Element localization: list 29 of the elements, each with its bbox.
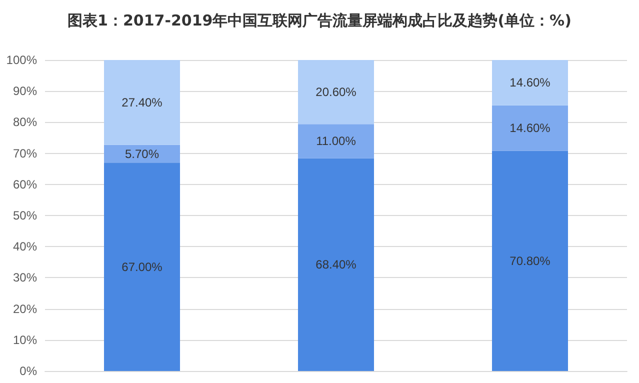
bar [298,158,374,371]
bar [298,60,374,124]
bar [104,60,180,145]
data-label: 14.60% [510,121,551,136]
y-tick-label: 10% [12,332,38,347]
y-tick-label: 0% [20,364,38,378]
bar [492,150,568,371]
y-tick-label: 20% [12,302,38,316]
data-label: 20.60% [316,85,357,100]
y-tick-label: 60% [12,177,38,192]
data-label: 11.00% [316,134,356,148]
bar [104,162,180,371]
y-tick-label: 30% [12,270,38,285]
y-tick-label: 40% [12,240,38,254]
bar [492,60,568,106]
y-tick-label: 80% [12,115,38,130]
y-tick-label: 50% [12,208,38,222]
y-tick-label: 70% [12,146,38,160]
bar [298,124,374,158]
y-tick-label: 100% [6,53,38,67]
data-label: 70.80% [510,254,551,268]
y-tick-label: 90% [12,84,38,98]
data-label: 68.40% [316,258,357,272]
data-label: 67.00% [122,260,163,274]
data-label: 27.40% [122,95,163,110]
data-label: 14.60% [510,76,551,90]
chart-title: 图表1：2017-2019年中国互联网广告流量屏端构成占比及趋势(单位：%) [68,12,572,30]
data-label: 5.70% [124,146,160,161]
bar [492,105,568,151]
